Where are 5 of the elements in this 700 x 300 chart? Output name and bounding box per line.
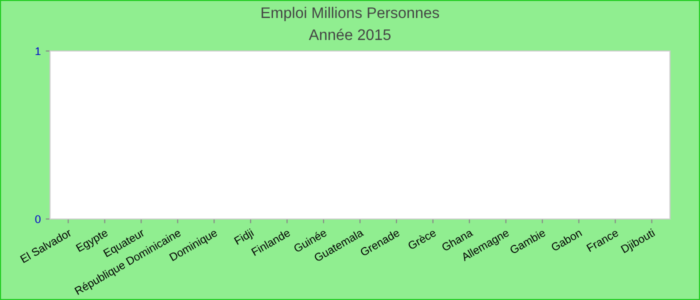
y-tick-label: 1 — [36, 47, 40, 56]
x-tick-label: Grèce — [407, 228, 437, 250]
chart-title: Emploi Millions Personnes — [262, 6, 440, 22]
chart-subtitle: Année 2015 — [308, 28, 391, 40]
y-tick-label: 0 — [35, 215, 41, 224]
